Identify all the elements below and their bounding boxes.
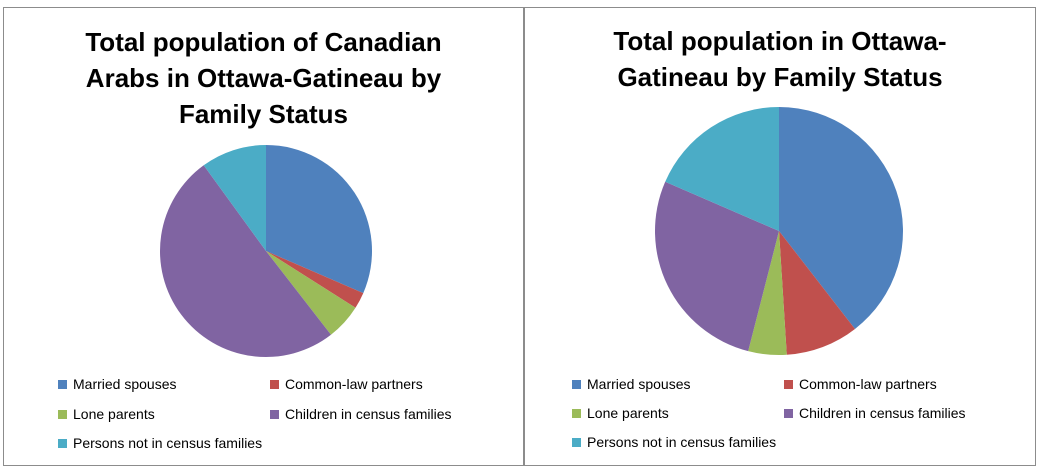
pie-slice-married-spouses — [266, 145, 372, 294]
legend-swatch — [572, 408, 581, 418]
legend-swatch — [58, 438, 67, 448]
pie-chart-arabs — [159, 145, 372, 358]
legend-item-persons-not-in-census-families: Persons not in census families — [58, 435, 262, 451]
legend-item-married-spouses: Married spouses — [58, 376, 177, 392]
legend-item-married-spouses: Married spouses — [572, 376, 691, 392]
legend-item-lone-parents: Lone parents — [58, 406, 155, 422]
pie-chart-ottawa — [655, 107, 903, 355]
legend-swatch — [784, 408, 793, 418]
chart-title: Total population in Ottawa-Gatineau by F… — [613, 26, 947, 92]
legend-item-children-in-census-families: Children in census families — [270, 406, 452, 422]
legend-swatch — [572, 437, 581, 447]
legend-swatch — [58, 409, 67, 419]
pie-slice-children-in-census-families — [159, 165, 331, 358]
legend-label: Persons not in census families — [73, 435, 263, 451]
legend-label: Children in census families — [285, 406, 452, 422]
legend-swatch — [58, 379, 67, 389]
pie-slice-common-law-partners — [779, 231, 856, 355]
legend-swatch — [572, 379, 581, 389]
legend-swatch — [270, 379, 279, 389]
legend-item-children-in-census-families: Children in census families — [784, 405, 966, 421]
legend-label: Married spouses — [587, 376, 691, 392]
legend-item-common-law-partners: Common-law partners — [270, 376, 423, 392]
pie-slice-lone-parents — [748, 231, 787, 355]
pie-slice-common-law-partners — [266, 251, 364, 308]
legend-item-persons-not-in-census-families: Persons not in census families — [572, 434, 776, 450]
pie-slice-married-spouses — [779, 107, 903, 329]
legend-item-common-law-partners: Common-law partners — [784, 376, 937, 392]
pie-slice-persons-not-in-census-families — [203, 145, 266, 251]
legend-label: Lone parents — [587, 405, 669, 421]
legend-label: Common-law partners — [285, 376, 423, 392]
legend-item-lone-parents: Lone parents — [572, 405, 669, 421]
legend-label: Common-law partners — [799, 376, 937, 392]
pie-slice-lone-parents — [266, 251, 356, 335]
pie-slice-children-in-census-families — [655, 181, 779, 352]
chart-title: Total population of Canadian Arabs in Ot… — [85, 27, 442, 129]
legend-label: Married spouses — [73, 376, 177, 392]
legend-label: Lone parents — [73, 406, 155, 422]
chart-panel-arabs: Total population of Canadian Arabs in Ot… — [3, 7, 524, 466]
legend-label: Children in census families — [799, 405, 966, 421]
legend-swatch — [270, 409, 279, 419]
legend-swatch — [784, 379, 793, 389]
chart-panel-ottawa: Total population in Ottawa-Gatineau by F… — [524, 7, 1036, 466]
legend-label: Persons not in census families — [587, 434, 777, 450]
pie-slice-persons-not-in-census-families — [665, 107, 779, 231]
